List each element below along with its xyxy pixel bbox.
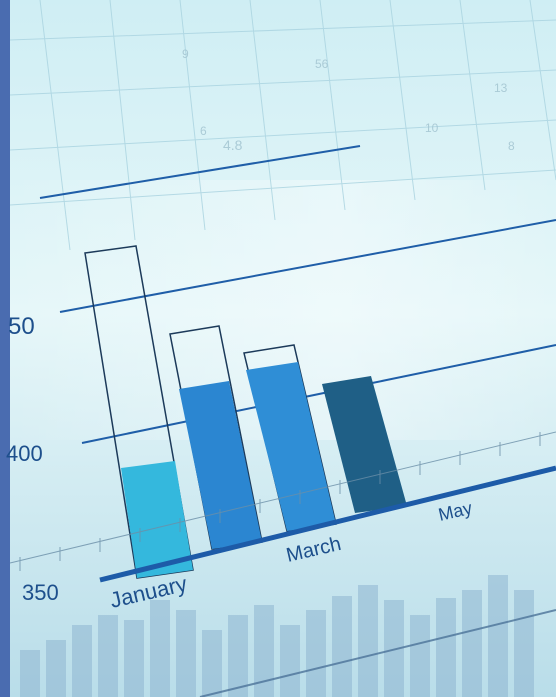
bars bbox=[84, 245, 407, 579]
bar-fill-march bbox=[246, 362, 336, 531]
y-label-400: 400 bbox=[6, 441, 43, 466]
bg-num-56: 56 bbox=[315, 57, 329, 71]
y-label-350: 350 bbox=[22, 580, 59, 605]
bg-num-10: 10 bbox=[425, 121, 439, 135]
bg-num-4-8: 4.8 bbox=[223, 137, 243, 153]
x-axis bbox=[99, 465, 556, 583]
left-border bbox=[0, 0, 10, 697]
bar-fill-january bbox=[121, 461, 193, 578]
bg-num-8: 8 bbox=[508, 139, 515, 153]
bar-fill-april bbox=[322, 376, 407, 513]
lower-ruler bbox=[199, 609, 556, 697]
bg-num-9: 9 bbox=[182, 47, 189, 61]
background-numbers: 9 56 6 4.8 10 13 8 bbox=[182, 47, 515, 153]
bg-num-6: 6 bbox=[200, 124, 207, 138]
guide-lines bbox=[39, 145, 556, 444]
bar-fill-feb bbox=[179, 381, 262, 549]
tick-ruler bbox=[9, 431, 556, 571]
y-label-50: 50 bbox=[8, 313, 35, 340]
background-bars bbox=[20, 575, 534, 697]
grid-lines bbox=[9, 0, 556, 251]
bg-num-13: 13 bbox=[494, 81, 508, 95]
